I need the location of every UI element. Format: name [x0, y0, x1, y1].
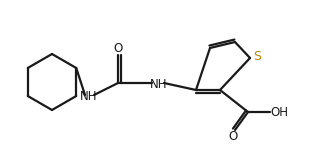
Text: OH: OH	[270, 106, 288, 119]
Text: NH: NH	[150, 77, 168, 90]
Text: O: O	[114, 42, 123, 56]
Text: O: O	[228, 130, 238, 144]
Text: NH: NH	[80, 89, 98, 103]
Text: S: S	[253, 49, 261, 62]
